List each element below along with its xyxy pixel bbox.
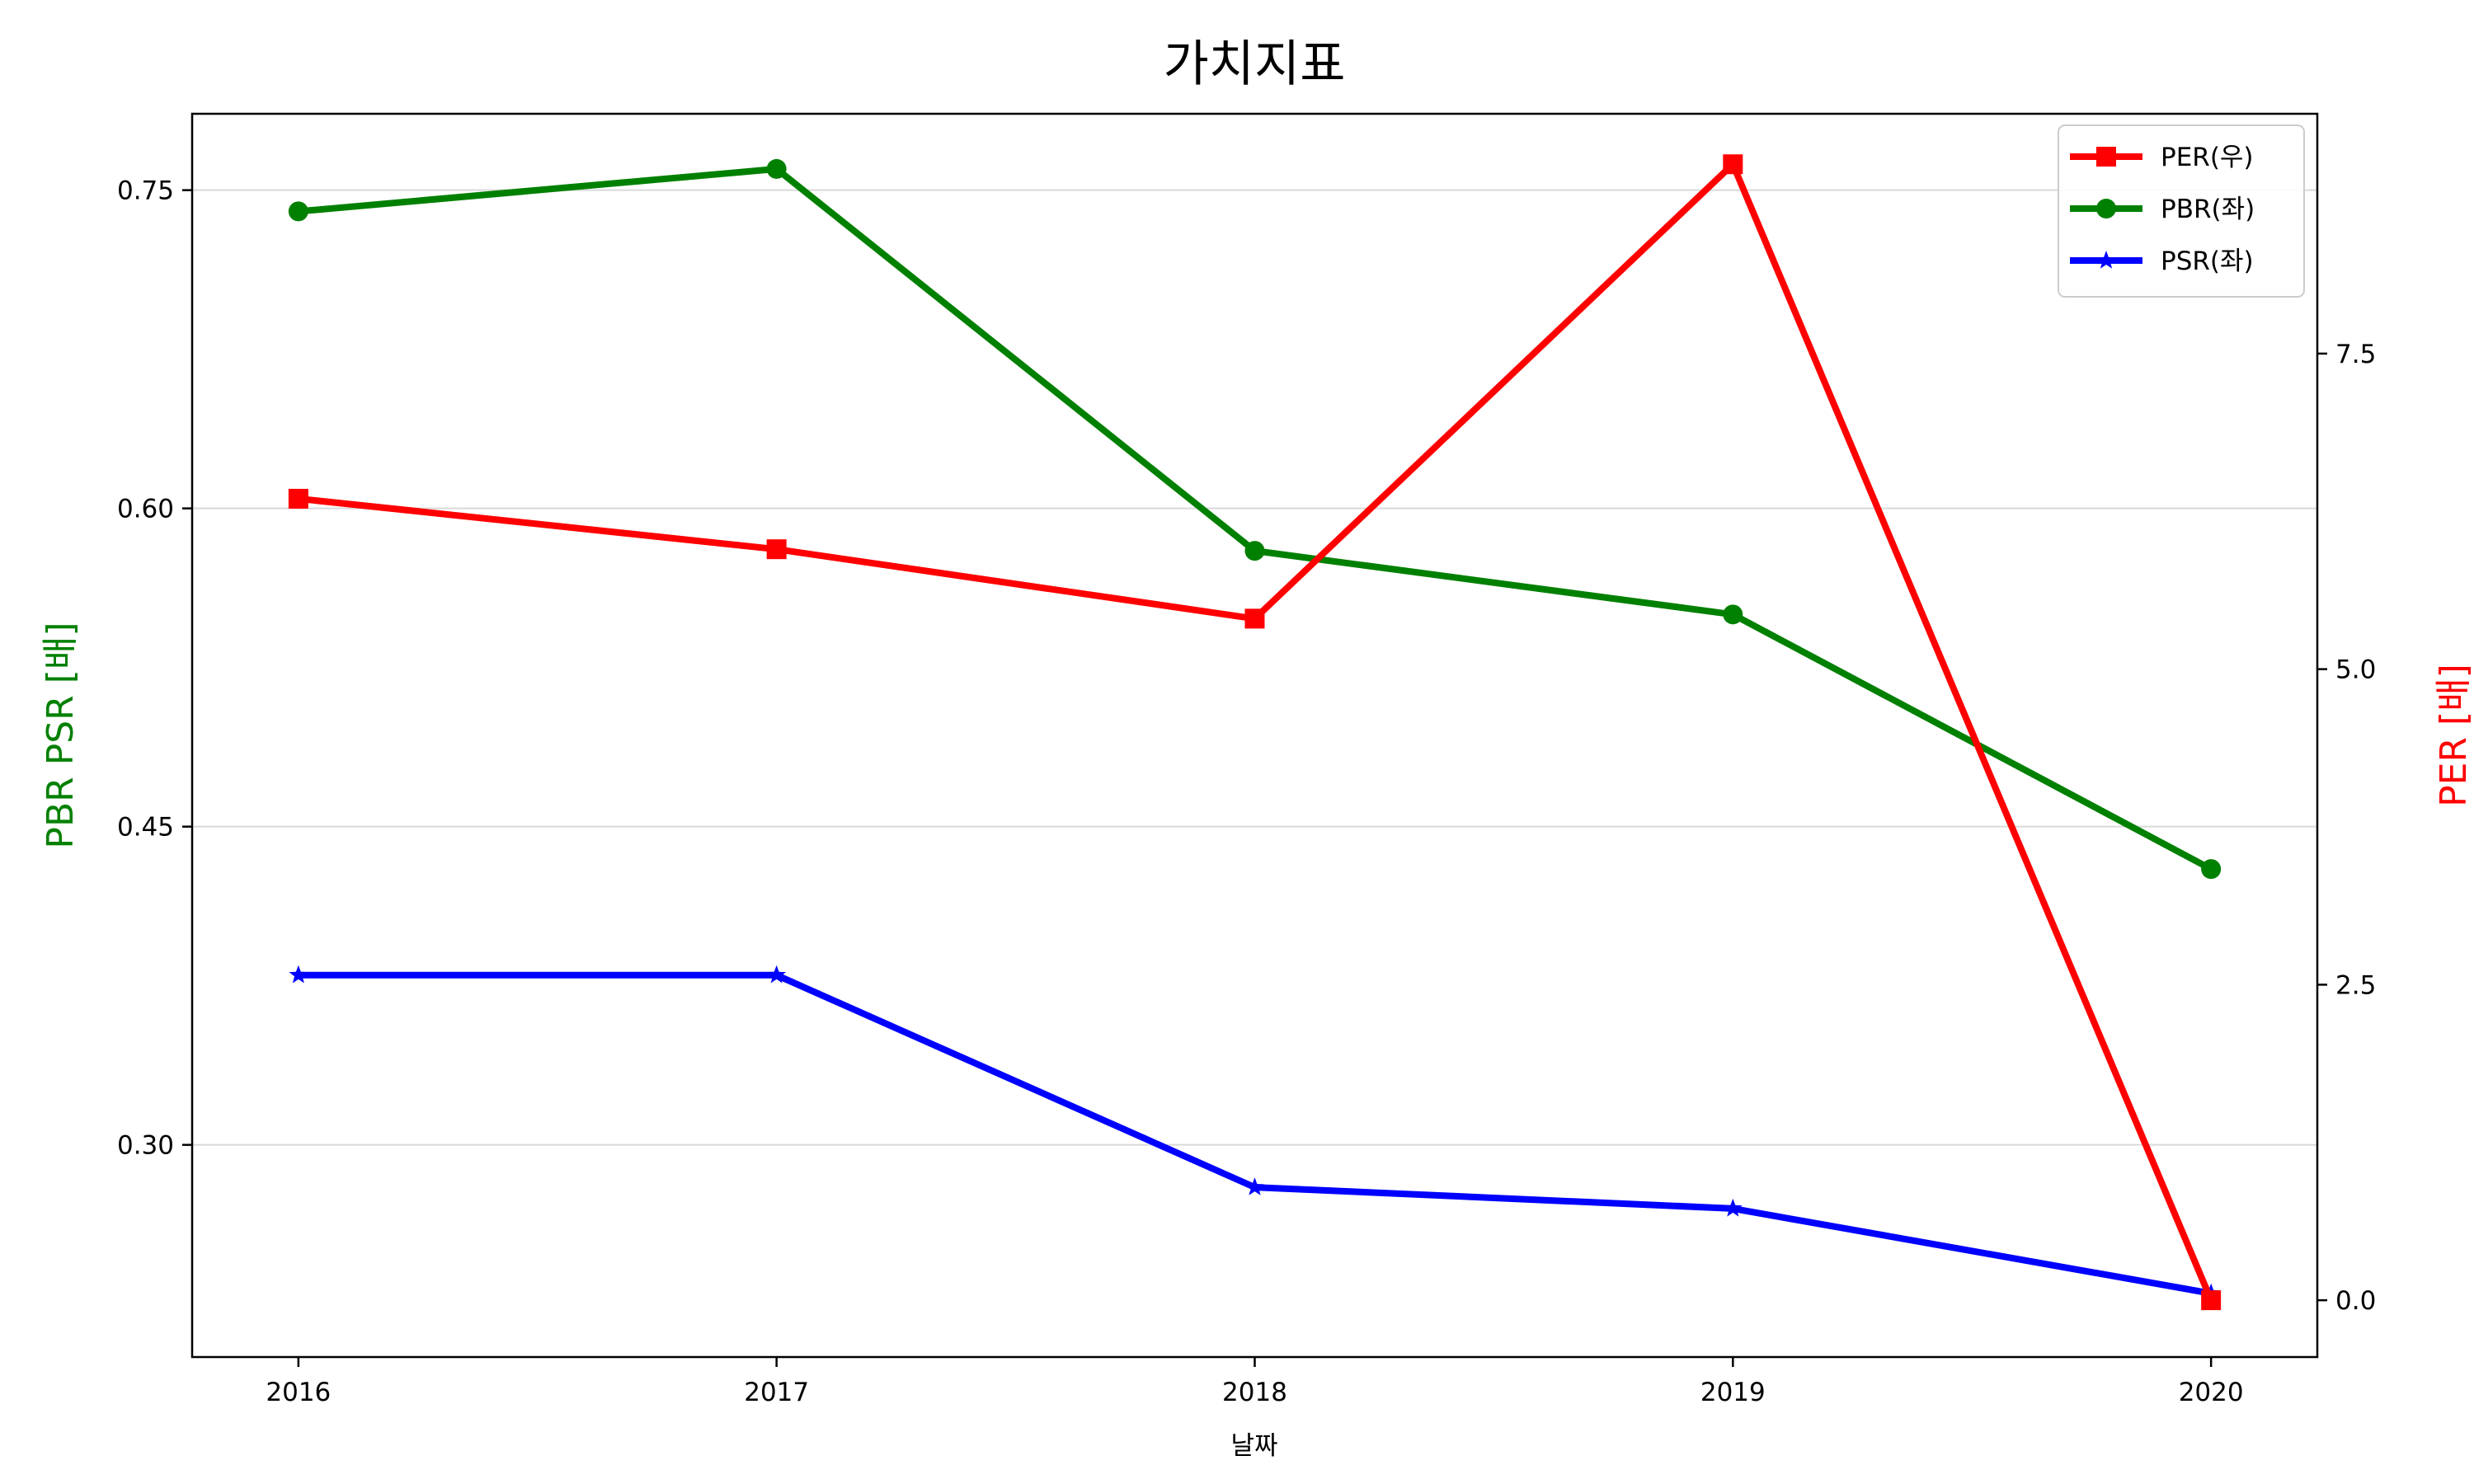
- legend-label-psr: PSR(좌): [2161, 247, 2254, 276]
- legend-marker-pbr: [2096, 199, 2116, 218]
- right-y-tick-label: 2.5: [2335, 970, 2376, 1000]
- left-y-tick-label: 0.75: [117, 176, 174, 206]
- psr-point: [1723, 1198, 1743, 1217]
- x-tick-label: 2016: [266, 1378, 331, 1407]
- x-tick-label: 2018: [1222, 1378, 1287, 1407]
- left-y-tick-label: 0.60: [117, 495, 174, 524]
- per-point: [1244, 608, 1265, 629]
- left-y-tick-label: 0.30: [117, 1131, 174, 1161]
- tick-layer: 0.30 0.45 0.60 0.75 0.0 2.5 5.0 7.5 2016 2017 2018…: [117, 176, 2376, 1407]
- legend-box: [2058, 124, 2305, 298]
- x-axis-label: 날짜: [1230, 1431, 1277, 1461]
- right-y-tick-label: 0.0: [2335, 1286, 2376, 1316]
- legend-label-pbr: PBR(좌): [2161, 195, 2255, 224]
- per-point: [2201, 1290, 2222, 1311]
- per-point: [766, 539, 787, 560]
- left-y-axis-label: PBR PSR [배]: [40, 622, 82, 848]
- per-point: [1723, 154, 1743, 175]
- pbr-point: [288, 201, 308, 222]
- x-tick-label: 2017: [744, 1378, 809, 1407]
- pbr-point: [766, 158, 787, 179]
- psr-point: [1245, 1177, 1264, 1195]
- pbr-point: [1244, 541, 1265, 561]
- right-y-axis-label: PER [배]: [2433, 664, 2474, 807]
- x-tick-label: 2019: [1700, 1378, 1766, 1407]
- psr-point: [289, 965, 308, 984]
- left-y-tick-label: 0.45: [117, 813, 174, 843]
- psr-point: [767, 965, 787, 984]
- legend-marker-psr: [2096, 251, 2116, 269]
- right-y-tick-label: 5.0: [2335, 655, 2376, 685]
- pbr-point: [1723, 604, 1743, 625]
- chart-title: 가치지표: [1164, 35, 1346, 93]
- legend-marker-per: [2096, 147, 2116, 167]
- series-layer: [288, 154, 2222, 1311]
- per-point: [288, 488, 308, 509]
- legend: PER(우) PBR(좌) PSR(좌): [2058, 124, 2305, 298]
- x-tick-label: 2020: [2179, 1378, 2244, 1407]
- right-y-tick-label: 7.5: [2335, 340, 2376, 369]
- pbr-point: [2201, 859, 2222, 880]
- legend-label-per: PER(우): [2161, 143, 2254, 172]
